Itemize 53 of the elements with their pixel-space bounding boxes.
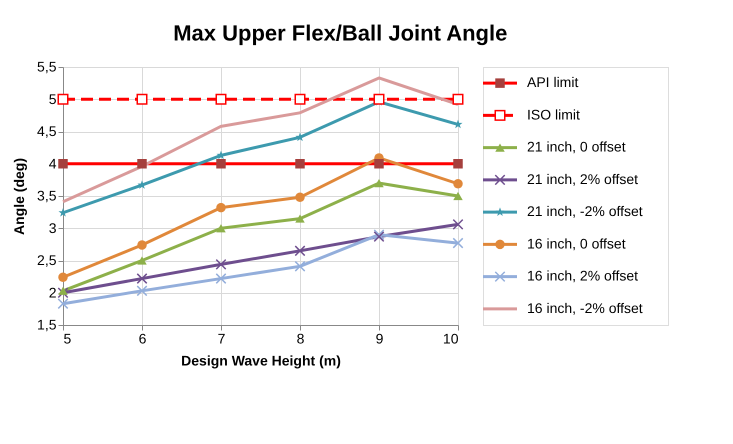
point [216,224,226,232]
point [294,94,306,105]
point [294,260,306,272]
point [58,298,68,310]
y-tick-label: 4 [48,155,57,172]
x-tick-label: 5 [64,330,72,346]
point [453,192,463,200]
x-tick-label: 6 [138,330,147,346]
point [216,258,226,270]
y-tick-label: 1,5 [37,316,57,332]
x-tick-label: 10 [442,330,459,346]
legend-label: 16 inch, 2% offset [527,268,638,284]
point [295,192,305,202]
chart-title: Max Upper Flex/Ball Joint Angle [173,20,508,46]
legend-label: 21 inch, -2% offset [527,203,643,220]
x-tick-label: 8 [296,330,305,346]
point [374,178,384,188]
point [58,286,68,295]
y-tick-label: 5 [48,90,57,107]
legend-label: 21 inch, 0 offset [527,138,626,155]
y-tick-label: 2,5 [37,252,57,268]
x-axis-title: Design Wave Height (m) [181,352,341,368]
y-tick-label: 3 [48,220,57,236]
point [216,94,226,105]
point [136,285,148,296]
legend-label: 16 inch, 0 offset [527,235,626,252]
point [374,94,384,105]
y-axis-title: Angle (deg) [11,158,28,235]
point [136,94,148,105]
point [216,202,226,212]
y-tick-label: 4,5 [37,123,57,139]
point [216,273,226,284]
legend-label: API limit [527,74,578,90]
point [58,287,68,298]
point [295,214,305,223]
y-tick-label: 5,5 [37,58,57,74]
point [453,179,463,188]
point [294,245,306,256]
point [137,240,147,250]
legend-label: 21 inch, 2% offset [527,170,638,187]
point [137,256,147,265]
point [58,94,68,105]
point [452,94,464,105]
x-tick-label: 9 [376,330,384,346]
y-tick-label: 3,5 [37,188,57,204]
point [58,272,68,282]
point [136,273,148,284]
point [452,238,464,249]
x-tick-label: 7 [218,330,226,346]
legend-label: ISO limit [527,106,580,122]
point [452,218,464,230]
legend-label: 16 inch, -2% offset [527,300,643,316]
y-tick-label: 2 [48,284,57,300]
